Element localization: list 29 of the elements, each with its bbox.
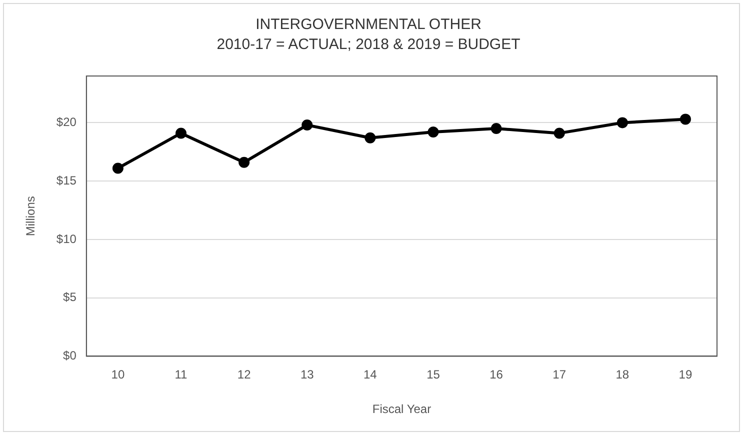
x-axis-title: Fiscal Year: [372, 402, 432, 416]
point: [490, 123, 502, 134]
x-tick-label: 15: [426, 368, 440, 382]
x-tick-label: 11: [174, 368, 188, 382]
x-tick-label: 18: [616, 368, 630, 382]
y-tick-label: $15: [56, 173, 77, 188]
x-tick-label: 16: [490, 368, 504, 382]
point: [616, 117, 628, 128]
point: [554, 128, 565, 139]
y-tick-label: $0: [63, 348, 77, 363]
point: [302, 120, 313, 131]
point: [364, 132, 376, 144]
y-tick-label: $20: [56, 115, 77, 130]
point: [112, 162, 124, 174]
point: [238, 156, 250, 168]
point: [680, 114, 691, 125]
point: [176, 128, 187, 139]
x-tick-label: 12: [237, 368, 252, 382]
y-axis-title: Millions: [24, 196, 38, 236]
chart-title: INTERGOVERNMENTAL OTHER: [256, 16, 482, 34]
chart-subtitle: 2010-17 = ACTUAL; 2018 & 2019 = BUDGET: [216, 36, 520, 54]
x-tick-label: 19: [678, 368, 692, 382]
x-tick-label: 14: [364, 368, 378, 382]
x-tick-label: 17: [552, 368, 566, 382]
y-tick-label: $10: [56, 232, 77, 246]
point: [428, 126, 439, 138]
x-tick-label: 10: [111, 368, 125, 382]
y-tick-label: $5: [63, 290, 77, 304]
x-tick-label: 13: [300, 368, 314, 382]
